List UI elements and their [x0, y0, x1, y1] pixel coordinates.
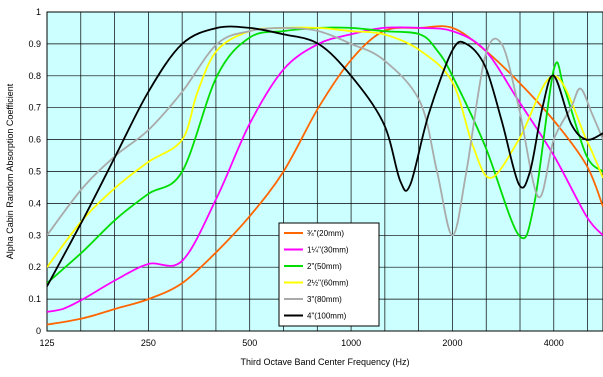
series-lines: [47, 25, 603, 326]
series-line-6: [47, 25, 603, 287]
y-tick-label: 0.8: [28, 71, 41, 81]
y-tick-label: 0.5: [28, 167, 41, 177]
y-tick-label: 0: [36, 326, 41, 336]
series-line-3: [47, 26, 603, 284]
legend: ¾"(20mm) 1¼"(30mm) 2"(50mm) 2½"(60mm) 3"(80m…: [278, 222, 380, 327]
y-tick-label: 0.4: [28, 198, 41, 208]
legend-label-1: ¾"(20mm): [307, 229, 344, 238]
y-tick-label: 1: [36, 7, 41, 17]
x-axis-title: Third Octave Band Center Frequency (Hz): [240, 357, 409, 367]
x-tick-label: 2000: [442, 338, 462, 348]
y-tick-label: 0.1: [28, 294, 41, 304]
x-axis-ticks: 125 250 500 1000 2000 4000: [39, 338, 563, 348]
x-tick-label: 4000: [544, 338, 564, 348]
x-tick-label: 250: [141, 338, 156, 348]
legend-label-2: 1¼"(30mm): [307, 246, 349, 255]
x-tick-label: 125: [39, 338, 54, 348]
y-tick-label: 0.6: [28, 135, 41, 145]
grid: [47, 11, 603, 332]
legend-label-6: 4"(100mm): [307, 312, 347, 321]
legend-label-4: 2½"(60mm): [307, 279, 349, 288]
y-tick-label: 0.9: [28, 39, 41, 49]
y-tick-label: 0.2: [28, 262, 41, 272]
series-line-1: [47, 25, 603, 326]
y-axis-title: Alpha Cabin Random Absorption Coefficien…: [5, 83, 15, 259]
y-tick-label: 0.7: [28, 103, 41, 113]
y-tick-label: 0.3: [28, 230, 41, 240]
series-line-5: [47, 26, 603, 237]
y-axis-ticks: 0 0.1 0.2 0.3 0.4 0.5 0.6 0.7 0.8 0.9 1: [28, 7, 41, 336]
legend-label-5: 3"(80mm): [307, 295, 342, 304]
legend-label-3: 2"(50mm): [307, 262, 342, 271]
x-tick-label: 1000: [341, 338, 361, 348]
series-line-4: [47, 26, 603, 268]
x-tick-label: 500: [242, 338, 257, 348]
legend-box: [278, 222, 380, 327]
